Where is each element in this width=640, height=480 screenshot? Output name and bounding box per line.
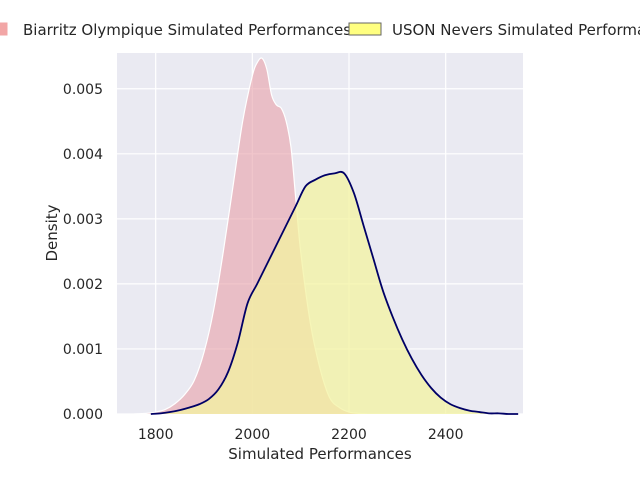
y-tick-labels: 0.000 0.001 0.002 0.003 0.004 0.005 [63,82,103,423]
y-tick-label: 0.004 [63,147,103,163]
y-tick-label: 0.001 [63,342,103,358]
legend-label-biarritz: Biarritz Olympique Simulated Performance… [23,21,351,39]
x-tick-labels: 1800 2000 2200 2400 [138,427,464,443]
x-tick-label: 2200 [331,427,367,443]
y-tick-label: 0.003 [63,212,103,228]
legend-swatch-nevers [348,22,382,36]
legend-swatch-biarritz [0,22,8,36]
series-line-1 [150,170,519,415]
x-axis-label: Simulated Performances [228,445,412,463]
legend: Biarritz Olympique Simulated Performance… [0,21,640,39]
legend-label-nevers: USON Nevers Simulated Performances [392,21,640,39]
series-layer [133,57,519,415]
y-tick-label: 0.000 [63,407,103,423]
x-tick-label: 2400 [428,427,464,443]
y-axis-label: Density [43,204,61,261]
series-area-1 [150,171,519,414]
x-tick-label: 1800 [138,427,174,443]
y-tick-label: 0.005 [63,82,103,98]
x-tick-label: 2000 [235,427,271,443]
y-tick-label: 0.002 [63,277,103,293]
